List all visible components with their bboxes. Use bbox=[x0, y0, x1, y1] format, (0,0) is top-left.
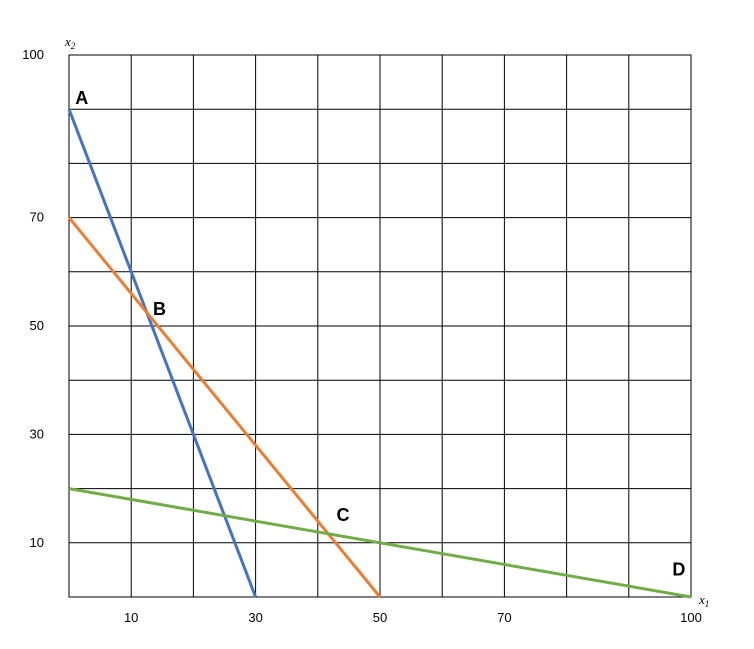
point-label-a: A bbox=[75, 88, 88, 108]
series-line-2 bbox=[67, 216, 382, 598]
x-tick-label: 70 bbox=[497, 610, 511, 625]
y-axis-label: x2 bbox=[64, 34, 76, 51]
x-tick-label: 10 bbox=[124, 610, 138, 625]
y-tick-label: 70 bbox=[30, 210, 44, 225]
y-tick-label: 10 bbox=[30, 535, 44, 550]
x-tick-label: 30 bbox=[248, 610, 262, 625]
x-axis-label: x1 bbox=[698, 592, 709, 609]
y-tick-label: 30 bbox=[30, 426, 44, 441]
series-line-3 bbox=[68, 487, 692, 599]
x-tick-label: 100 bbox=[680, 610, 702, 625]
series-line-1 bbox=[67, 108, 258, 598]
point-labels: A B C D bbox=[75, 88, 685, 580]
y-tick-label: 100 bbox=[22, 47, 44, 62]
grid bbox=[68, 54, 692, 598]
series-lines bbox=[67, 108, 692, 599]
y-tick-label: 50 bbox=[30, 318, 44, 333]
tick-labels: 10 30 50 70 100 10 30 50 70 100 bbox=[22, 47, 702, 625]
point-label-c: C bbox=[336, 505, 349, 525]
point-label-d: D bbox=[672, 559, 685, 579]
x-tick-label: 50 bbox=[373, 610, 387, 625]
point-label-b: B bbox=[153, 299, 166, 319]
